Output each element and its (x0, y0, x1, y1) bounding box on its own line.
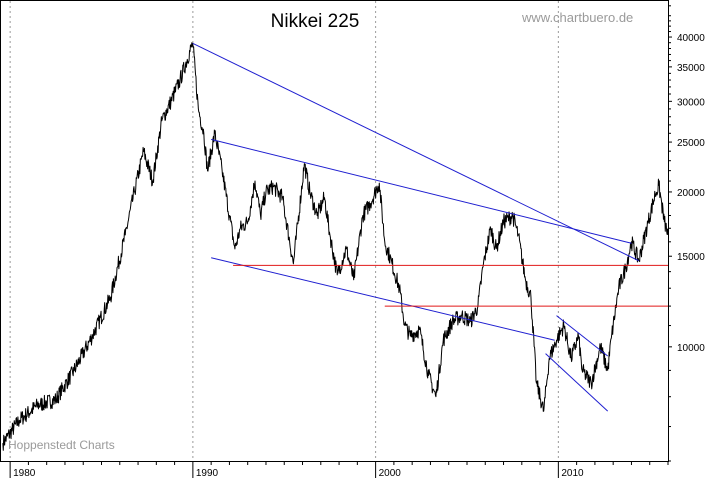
watermark-bottom: Hoppenstedt Charts (8, 438, 115, 452)
nikkei-price-line (2, 42, 669, 451)
x-tick-label-1990: 1990 (196, 468, 219, 479)
chart-title: Nikkei 225 (271, 11, 360, 32)
y-tick-label-40000: 40000 (677, 33, 705, 44)
y-tick-label-15000: 15000 (677, 252, 705, 263)
y-tick-label-10000: 10000 (677, 343, 705, 354)
trend-line-5 (556, 315, 609, 357)
trend-line-3 (211, 257, 555, 341)
y-tick-label-25000: 25000 (677, 138, 705, 149)
price-layer (2, 42, 669, 451)
x-tick-label-2010: 2010 (561, 468, 584, 479)
y-tick-label-20000: 20000 (677, 188, 705, 199)
overlay-lines (192, 42, 668, 412)
watermark-top: www.chartbuero.de (521, 10, 633, 25)
trend-line-2 (211, 138, 632, 244)
x-tick-label-1980: 1980 (13, 468, 36, 479)
plot-frame (0, 0, 669, 462)
trend-line-1 (192, 42, 639, 262)
trend-line-4 (545, 353, 609, 412)
axis-layer: 1980 1990 2000 2010 40000 35000 30000 25000 2000… (9, 5, 705, 479)
grid-layer (9, 1, 559, 461)
y-tick-label-35000: 35000 (677, 63, 705, 74)
y-tick-label-30000: 30000 (677, 97, 705, 108)
x-tick-label-2000: 2000 (379, 468, 402, 479)
